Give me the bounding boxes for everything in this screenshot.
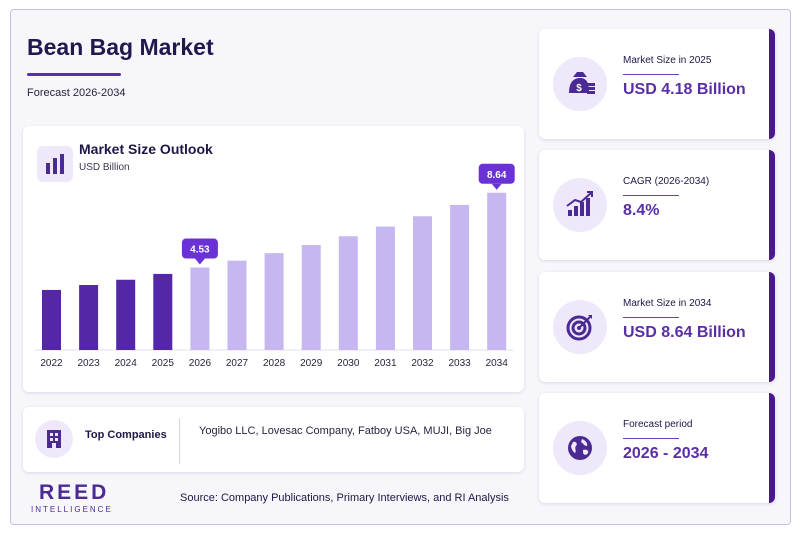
building-icon — [35, 420, 73, 458]
stat-rule — [623, 195, 679, 196]
stat-rule — [623, 317, 679, 318]
stat-label: Market Size in 2025 — [623, 55, 712, 66]
target-icon — [553, 300, 607, 354]
bar-2024 — [116, 279, 136, 350]
callout-box — [478, 163, 515, 184]
stat-rule — [623, 74, 679, 75]
stat-label: Market Size in 2034 — [623, 298, 712, 309]
stat-value: USD 8.64 Billion — [623, 324, 746, 341]
data-label: 8.64 — [487, 170, 507, 181]
chart-unit: USD Billion — [79, 162, 130, 173]
x-tick-label: 2032 — [411, 358, 434, 369]
stat-value: USD 4.18 Billion — [623, 81, 746, 98]
x-tick-label: 2023 — [77, 358, 100, 369]
divider — [179, 418, 180, 464]
bar-chart: 2022 2023 2024 2025 2026 2027 2028 2029 2030 2031… — [35, 163, 515, 369]
bar-2032 — [413, 216, 432, 350]
stat-label: Forecast period — [623, 419, 693, 430]
stat-card-market-size-2025: $ Market Size in 2025 USD 4.18 Billion — [539, 29, 775, 139]
top-companies-list: Yogibo LLC, Lovesac Company, Fatboy USA,… — [199, 425, 492, 437]
callout-2034: 8.64 — [478, 163, 515, 190]
x-tick-label: 2034 — [486, 358, 509, 369]
stat-card-forecast-period: Forecast period 2026 - 2034 — [539, 393, 775, 503]
bar-2025 — [153, 273, 173, 350]
top-companies-card: Top Companies Yogibo LLC, Lovesac Compan… — [23, 407, 524, 472]
stat-card-cagr: CAGR (2026-2034) 8.4% — [539, 150, 775, 260]
stat-value: 8.4% — [623, 202, 660, 219]
callout-box — [181, 238, 218, 259]
bar-chart-icon — [37, 146, 73, 182]
bar-2033 — [450, 204, 470, 350]
globe-icon — [553, 421, 607, 475]
bar-2031 — [375, 226, 395, 350]
stat-label: CAGR (2026-2034) — [623, 176, 710, 187]
source-note: Source: Company Publications, Primary In… — [180, 492, 509, 504]
title-underline — [27, 73, 121, 76]
bar-2026 — [190, 267, 210, 350]
svg-text:$: $ — [576, 83, 582, 94]
bar-2028 — [264, 253, 284, 350]
page-subtitle: Forecast 2026-2034 — [27, 87, 126, 99]
x-tick-label: 2030 — [337, 358, 360, 369]
x-tick-label: 2025 — [152, 358, 175, 369]
x-tick-label: 2027 — [226, 358, 249, 369]
stat-rule — [623, 438, 679, 439]
x-tick-label: 2024 — [115, 358, 138, 369]
page-title: Bean Bag Market — [27, 34, 214, 60]
top-companies-label: Top Companies — [85, 429, 167, 441]
bar-2022 — [42, 289, 61, 350]
callout-pointer — [194, 258, 205, 265]
bar-2023 — [79, 285, 99, 350]
x-tick-label: 2022 — [40, 358, 63, 369]
x-tick-label: 2031 — [374, 358, 397, 369]
bar-2034 — [487, 192, 507, 350]
callout-2026: 4.53 — [181, 238, 218, 265]
bar-2027 — [227, 260, 247, 350]
callout-pointer — [491, 183, 502, 190]
x-tick-label: 2033 — [448, 358, 471, 369]
chart-title: Market Size Outlook — [79, 141, 213, 157]
bar-2029 — [301, 244, 321, 350]
money-bag-icon: $ — [553, 57, 607, 111]
x-tick-label: 2028 — [263, 358, 286, 369]
stat-card-market-size-2034: Market Size in 2034 USD 8.64 Billion — [539, 272, 775, 382]
x-tick-label: 2029 — [300, 358, 323, 369]
logo-wordmark: REED — [39, 481, 110, 504]
stat-value: 2026 - 2034 — [623, 445, 709, 462]
logo-tagline: INTELLIGENCE — [31, 505, 113, 514]
x-tick-label: 2026 — [189, 358, 212, 369]
chart-card: Market Size Outlook USD Billion 2022 2023… — [23, 126, 524, 392]
growth-chart-icon — [553, 178, 607, 232]
bar-2030 — [338, 236, 358, 350]
data-label: 4.53 — [190, 245, 210, 256]
